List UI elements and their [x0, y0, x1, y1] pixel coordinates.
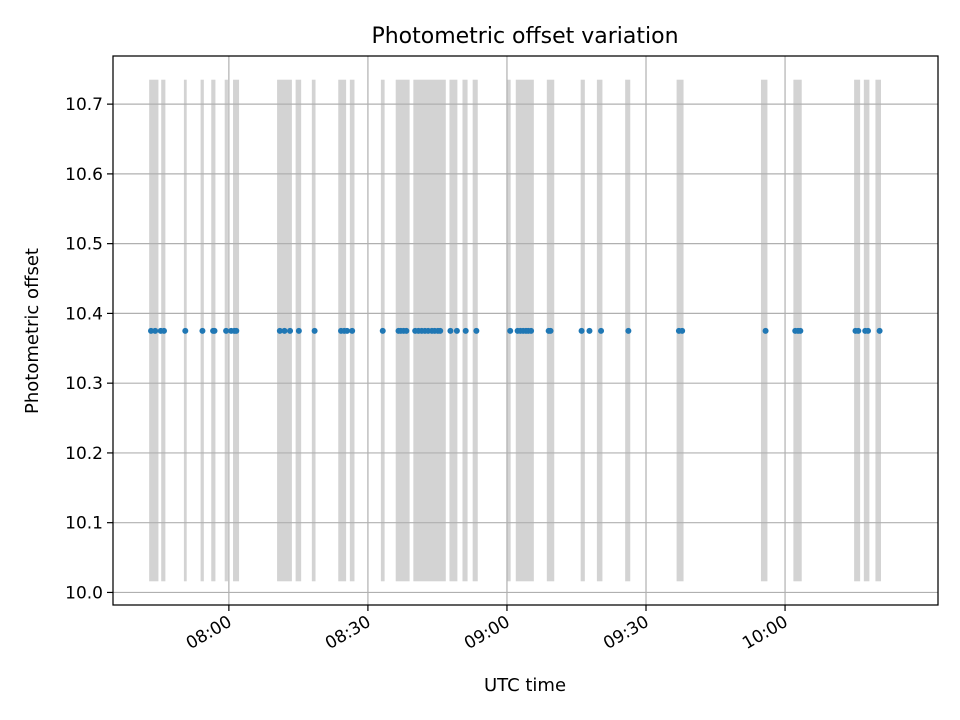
data-point-21	[379, 327, 386, 334]
y-tick-label: 10.3	[65, 374, 103, 394]
y-tick-label: 10.7	[65, 95, 103, 115]
data-point-8	[223, 327, 230, 334]
y-tick-label: 10.1	[65, 514, 103, 534]
data-point-62	[876, 327, 883, 334]
data-point-48	[578, 327, 585, 334]
data-point-20	[349, 327, 356, 334]
plot-frame	[112, 55, 939, 606]
grid-lines	[113, 56, 938, 605]
y-tick-label: 10.2	[65, 444, 103, 464]
data-point-61	[865, 327, 872, 334]
data-point-0	[148, 327, 155, 334]
data-point-49	[586, 327, 593, 334]
data-point-45	[528, 327, 535, 334]
data-point-59	[855, 327, 862, 334]
data-point-1	[152, 327, 159, 334]
data-point-25	[403, 327, 410, 334]
data-point-13	[281, 327, 288, 334]
data-point-19	[344, 327, 351, 334]
data-point-57	[797, 327, 804, 334]
data-points	[148, 327, 883, 334]
data-point-4	[182, 327, 189, 334]
data-point-16	[311, 327, 318, 334]
data-point-37	[462, 327, 469, 334]
data-point-47	[547, 327, 554, 334]
y-axis-label: Photometric offset	[22, 248, 43, 414]
y-tick-label: 10.5	[65, 235, 103, 255]
shaded-interval-15	[449, 79, 458, 582]
y-tick-label: 10.4	[65, 304, 103, 324]
y-tick-label: 10.0	[65, 583, 103, 603]
chart-title: Photometric offset variation	[371, 24, 678, 49]
data-point-39	[507, 327, 514, 334]
data-point-3	[160, 327, 167, 334]
data-point-53	[679, 327, 686, 334]
data-point-38	[473, 327, 480, 334]
data-point-51	[625, 327, 632, 334]
data-point-35	[447, 327, 454, 334]
data-point-50	[598, 327, 605, 334]
data-point-34	[437, 327, 444, 334]
data-point-12	[276, 327, 283, 334]
data-point-15	[295, 327, 302, 334]
y-tick-label: 10.6	[65, 165, 103, 185]
data-point-11	[233, 327, 240, 334]
data-point-54	[762, 327, 769, 334]
data-point-36	[453, 327, 460, 334]
data-point-14	[287, 327, 294, 334]
data-point-7	[211, 327, 218, 334]
y-axis-ticks: 10.0 10.1 10.2 10.3 10.4 10.5 10.6 10.7	[65, 95, 113, 603]
x-axis-label: UTC time	[484, 675, 566, 696]
data-point-5	[199, 327, 206, 334]
